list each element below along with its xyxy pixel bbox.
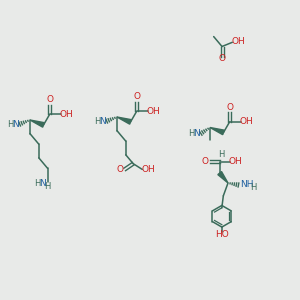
Text: O: O	[218, 54, 226, 63]
Polygon shape	[30, 120, 44, 127]
Text: OH: OH	[231, 37, 245, 46]
Text: OH: OH	[229, 157, 242, 166]
Text: OH: OH	[141, 165, 155, 174]
Text: HO: HO	[215, 230, 229, 239]
Text: O: O	[226, 103, 233, 112]
Text: O: O	[117, 165, 124, 174]
Text: OH: OH	[147, 107, 160, 116]
Text: NH: NH	[240, 180, 253, 189]
Text: N: N	[193, 129, 200, 138]
Polygon shape	[210, 128, 224, 135]
Text: O: O	[202, 157, 208, 166]
Text: N: N	[39, 179, 46, 188]
Text: O: O	[46, 95, 53, 104]
Text: N: N	[12, 119, 19, 128]
Text: OH: OH	[240, 117, 254, 126]
Text: O: O	[133, 92, 140, 101]
Text: H: H	[44, 182, 50, 191]
Text: N: N	[99, 116, 106, 125]
Polygon shape	[218, 172, 228, 183]
Polygon shape	[117, 117, 131, 124]
Text: H: H	[219, 151, 225, 160]
Text: OH: OH	[60, 110, 74, 119]
Text: H: H	[188, 129, 195, 138]
Text: H: H	[250, 183, 256, 192]
Text: H: H	[94, 116, 101, 125]
Text: H: H	[7, 119, 14, 128]
Text: H: H	[34, 179, 41, 188]
